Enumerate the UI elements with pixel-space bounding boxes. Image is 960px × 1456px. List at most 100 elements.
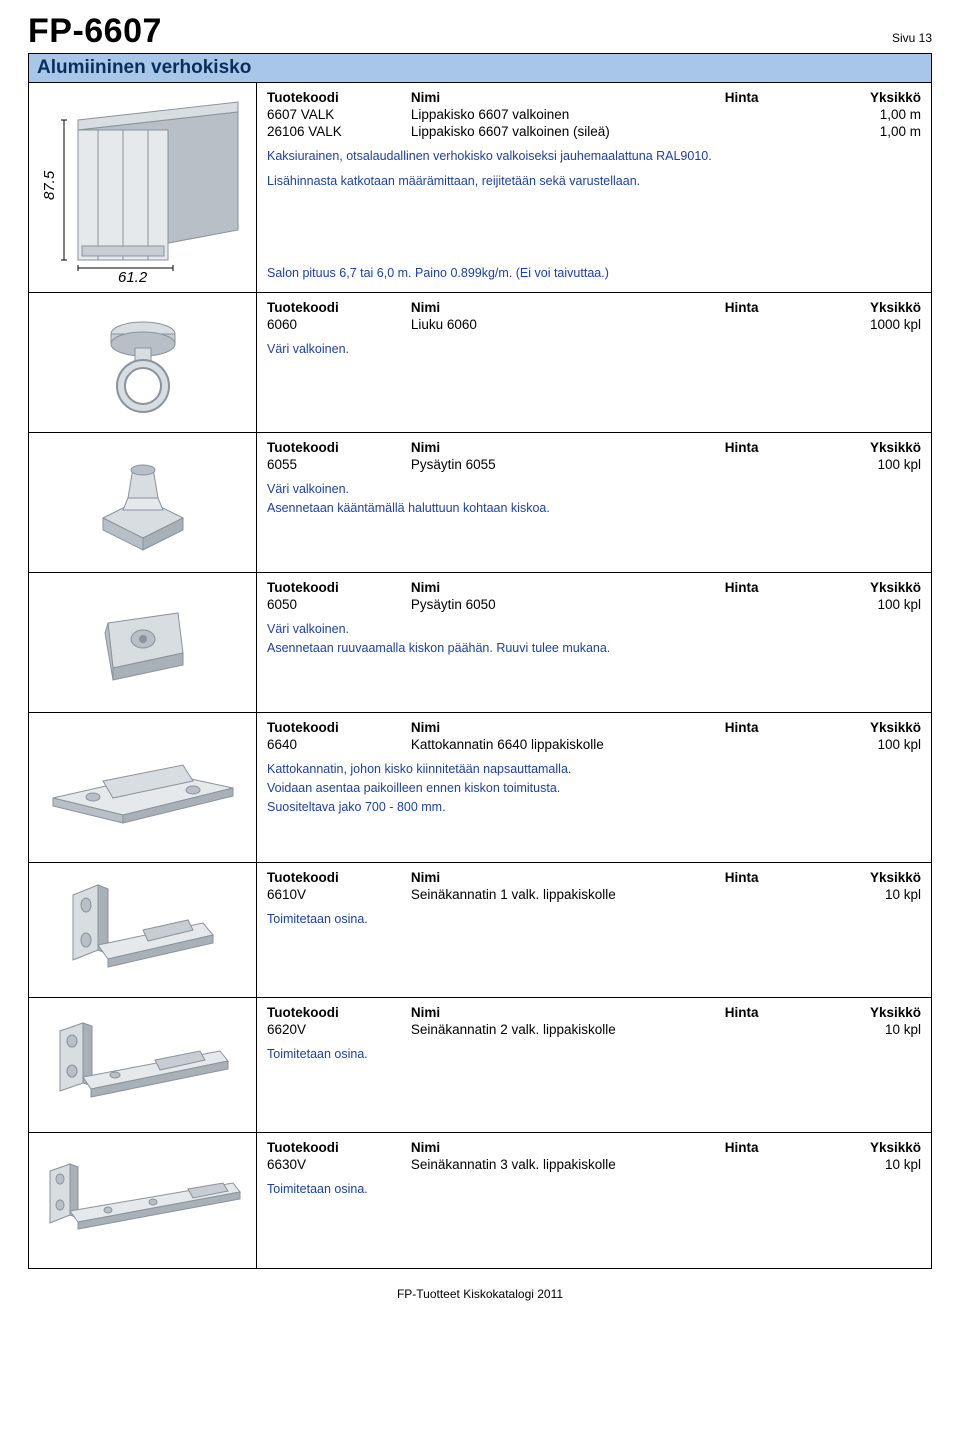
- cell-code: 6630V: [267, 1156, 411, 1173]
- col-price: Hinta: [725, 439, 823, 456]
- product-image: [29, 1133, 257, 1268]
- product-code-title: FP-6607: [28, 12, 162, 51]
- col-unit: Yksikkö: [823, 439, 921, 456]
- cell-name: Seinäkannatin 2 valk. lippakiskolle: [411, 1021, 725, 1038]
- product-content: Tuotekoodi Nimi Hinta Yksikkö 6610V Sein…: [257, 863, 931, 997]
- cell-code: 6050: [267, 596, 411, 613]
- col-name: Nimi: [411, 89, 725, 106]
- cell-unit: 100 kpl: [823, 736, 921, 753]
- product-content: Tuotekoodi Nimi Hinta Yksikkö 6060 Liuku…: [257, 293, 931, 432]
- variant-table: Tuotekoodi Nimi Hinta Yksikkö 6630V Sein…: [267, 1139, 921, 1173]
- col-price: Hinta: [725, 869, 823, 886]
- product-desc: Toimitetaan osina.: [267, 1181, 921, 1198]
- cell-unit: 10 kpl: [823, 886, 921, 903]
- col-code: Tuotekoodi: [267, 579, 411, 596]
- col-name: Nimi: [411, 719, 725, 736]
- col-code: Tuotekoodi: [267, 1139, 411, 1156]
- cell-code: 6610V: [267, 886, 411, 903]
- cell-unit: 10 kpl: [823, 1021, 921, 1038]
- product-image: 87.5 61.2: [29, 83, 257, 292]
- cell-code: 6620V: [267, 1021, 411, 1038]
- product-content: Tuotekoodi Nimi Hinta Yksikkö 6620V Sein…: [257, 998, 931, 1132]
- product-desc: Suositeltava jako 700 - 800 mm.: [267, 799, 921, 816]
- page-header: FP-6607 Sivu 13: [28, 12, 932, 54]
- product-desc: Väri valkoinen.: [267, 481, 921, 498]
- product-desc: Kattokannatin, johon kisko kiinnitetään …: [267, 761, 921, 778]
- cell-code: 6060: [267, 316, 411, 333]
- cell-name: Kattokannatin 6640 lippakiskolle: [411, 736, 725, 753]
- catalog-row: Tuotekoodi Nimi Hinta Yksikkö 6060 Liuku…: [29, 293, 931, 433]
- cell-unit: 1000 kpl: [823, 316, 921, 333]
- product-image: [29, 573, 257, 712]
- col-code: Tuotekoodi: [267, 89, 411, 106]
- svg-text:87.5: 87.5: [41, 170, 58, 200]
- col-name: Nimi: [411, 1004, 725, 1021]
- variant-table: Tuotekoodi Nimi Hinta Yksikkö 6620V Sein…: [267, 1004, 921, 1038]
- col-price: Hinta: [725, 299, 823, 316]
- product-desc: Kaksiurainen, otsalaudallinen verhokisko…: [267, 148, 921, 165]
- product-desc: Väri valkoinen.: [267, 621, 921, 638]
- product-content: Tuotekoodi Nimi Hinta Yksikkö 6640 Katto…: [257, 713, 931, 862]
- product-content: Tuotekoodi Nimi Hinta Yksikkö 6050 Pysäy…: [257, 573, 931, 712]
- product-desc: Toimitetaan osina.: [267, 911, 921, 928]
- product-desc: Voidaan asentaa paikoilleen ennen kiskon…: [267, 780, 921, 797]
- page-number: Sivu 13: [892, 31, 932, 51]
- col-name: Nimi: [411, 579, 725, 596]
- product-desc: Asennetaan ruuvaamalla kiskon päähän. Ru…: [267, 640, 921, 657]
- catalog-row: Tuotekoodi Nimi Hinta Yksikkö 6055 Pysäy…: [29, 433, 931, 573]
- cell-name: Seinäkannatin 3 valk. lippakiskolle: [411, 1156, 725, 1173]
- col-unit: Yksikkö: [823, 1139, 921, 1156]
- section-title: Alumiininen verhokisko: [28, 54, 932, 83]
- col-price: Hinta: [725, 89, 823, 106]
- catalog-table: 87.5 61.2: [28, 83, 932, 1269]
- cell-unit: 100 kpl: [823, 596, 921, 613]
- col-price: Hinta: [725, 1004, 823, 1021]
- catalog-row: Tuotekoodi Nimi Hinta Yksikkö 6630V Sein…: [29, 1133, 931, 1268]
- variant-table: Tuotekoodi Nimi Hinta Yksikkö 6640 Katto…: [267, 719, 921, 753]
- catalog-row: Tuotekoodi Nimi Hinta Yksikkö 6050 Pysäy…: [29, 573, 931, 713]
- variant-table: Tuotekoodi Nimi Hinta Yksikkö 6055 Pysäy…: [267, 439, 921, 473]
- col-name: Nimi: [411, 299, 725, 316]
- catalog-row: 87.5 61.2: [29, 83, 931, 293]
- variant-table: Tuotekoodi Nimi Hinta Yksikkö 6060 Liuku…: [267, 299, 921, 333]
- product-desc: Toimitetaan osina.: [267, 1046, 921, 1063]
- cell-name: Seinäkannatin 1 valk. lippakiskolle: [411, 886, 725, 903]
- cell-name: Liuku 6060: [411, 316, 725, 333]
- cell-name: Pysäytin 6055: [411, 456, 725, 473]
- product-content: Tuotekoodi Nimi Hinta Yksikkö 6630V Sein…: [257, 1133, 931, 1268]
- col-code: Tuotekoodi: [267, 719, 411, 736]
- product-content: Tuotekoodi Nimi Hinta Yksikkö 6055 Pysäy…: [257, 433, 931, 572]
- variant-table: Tuotekoodi Nimi Hinta Yksikkö 6607 VALK …: [267, 89, 921, 140]
- cell-unit: 1,00 m: [823, 106, 921, 123]
- cell-code: 6055: [267, 456, 411, 473]
- col-code: Tuotekoodi: [267, 299, 411, 316]
- product-image: [29, 863, 257, 997]
- col-code: Tuotekoodi: [267, 1004, 411, 1021]
- variant-table: Tuotekoodi Nimi Hinta Yksikkö 6610V Sein…: [267, 869, 921, 903]
- cell-code: 26106 VALK: [267, 123, 411, 140]
- col-unit: Yksikkö: [823, 299, 921, 316]
- product-image: [29, 713, 257, 862]
- col-price: Hinta: [725, 579, 823, 596]
- page-footer: FP-Tuotteet Kiskokatalogi 2011: [28, 1287, 932, 1301]
- product-content: Tuotekoodi Nimi Hinta Yksikkö 6607 VALK …: [257, 83, 931, 292]
- col-unit: Yksikkö: [823, 719, 921, 736]
- cell-code: 6640: [267, 736, 411, 753]
- product-desc: Asennetaan kääntämällä haluttuun kohtaan…: [267, 500, 921, 517]
- catalog-row: Tuotekoodi Nimi Hinta Yksikkö 6610V Sein…: [29, 863, 931, 998]
- cell-name: Lippakisko 6607 valkoinen: [411, 106, 725, 123]
- col-name: Nimi: [411, 869, 725, 886]
- cell-name: Lippakisko 6607 valkoinen (sileä): [411, 123, 725, 140]
- cell-unit: 1,00 m: [823, 123, 921, 140]
- cell-unit: 100 kpl: [823, 456, 921, 473]
- col-name: Nimi: [411, 439, 725, 456]
- col-price: Hinta: [725, 1139, 823, 1156]
- product-image: [29, 998, 257, 1132]
- col-name: Nimi: [411, 1139, 725, 1156]
- col-price: Hinta: [725, 719, 823, 736]
- product-image: [29, 293, 257, 432]
- catalog-row: Tuotekoodi Nimi Hinta Yksikkö 6620V Sein…: [29, 998, 931, 1133]
- col-unit: Yksikkö: [823, 579, 921, 596]
- variant-table: Tuotekoodi Nimi Hinta Yksikkö 6050 Pysäy…: [267, 579, 921, 613]
- col-unit: Yksikkö: [823, 89, 921, 106]
